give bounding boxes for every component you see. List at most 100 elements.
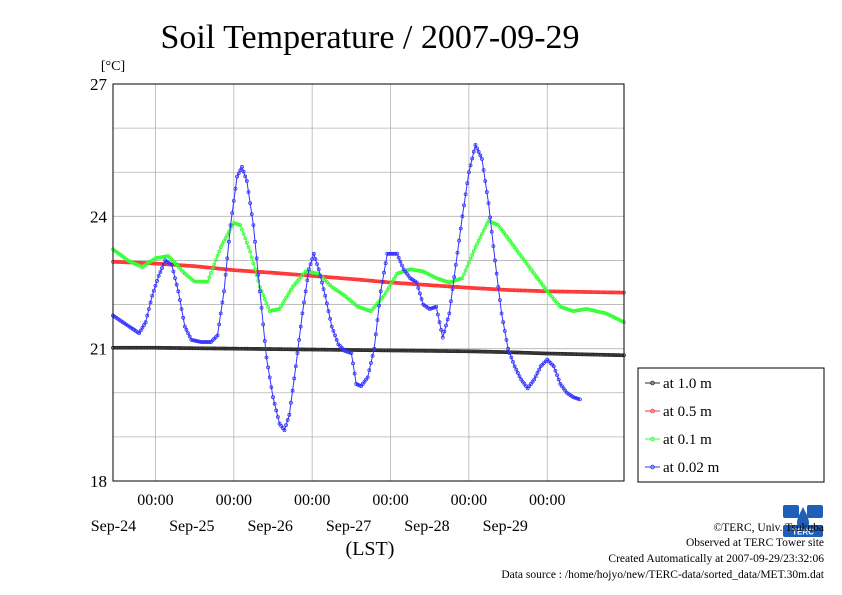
series-point xyxy=(385,288,390,293)
series-point xyxy=(249,212,254,217)
series-point xyxy=(236,171,241,176)
series-point xyxy=(244,179,249,183)
series-point xyxy=(455,250,460,255)
legend-swatch-marker xyxy=(650,380,655,386)
series-point xyxy=(331,329,336,333)
series-point xyxy=(161,262,166,267)
series-point xyxy=(471,249,476,253)
series-point xyxy=(158,270,163,274)
series-point xyxy=(217,322,222,327)
series-point xyxy=(442,329,447,334)
series-point xyxy=(171,269,176,274)
series-point xyxy=(475,146,479,151)
legend-label: at 0.1 m xyxy=(663,432,712,448)
series-point xyxy=(218,311,223,316)
series-point xyxy=(179,307,184,311)
series-point xyxy=(266,305,270,310)
series-point xyxy=(434,304,439,309)
series-point xyxy=(254,256,259,261)
series-point xyxy=(264,355,269,360)
series-point xyxy=(452,275,457,279)
series-point xyxy=(378,289,383,294)
series-line xyxy=(112,143,581,432)
series-point xyxy=(238,168,243,173)
logo-top-left xyxy=(783,505,799,518)
series-point xyxy=(393,251,398,256)
x-time-label: 00:00 xyxy=(451,492,487,509)
series-point xyxy=(227,239,231,244)
series-point xyxy=(253,267,257,272)
series-point xyxy=(209,271,213,275)
series-point xyxy=(228,223,233,228)
series-point xyxy=(262,297,267,301)
chart-title: Soil Temperature / 2007-09-29 xyxy=(160,19,579,56)
series-point xyxy=(287,290,292,295)
series-point xyxy=(316,267,321,272)
series-point xyxy=(323,293,328,298)
series-point xyxy=(194,339,199,343)
series-point xyxy=(213,258,218,263)
series-point xyxy=(373,332,378,337)
series-point xyxy=(305,278,310,283)
series-point xyxy=(261,293,266,297)
series-point xyxy=(246,245,251,250)
series-point xyxy=(511,359,515,364)
legend-label: at 0.02 m xyxy=(663,460,720,476)
series-point xyxy=(285,293,290,298)
series-point xyxy=(143,320,148,325)
series-point xyxy=(435,312,440,317)
series-point xyxy=(468,256,473,261)
series-point xyxy=(383,261,388,266)
series-point xyxy=(447,311,452,316)
series-point xyxy=(178,298,182,303)
series-point xyxy=(292,376,297,381)
series-point xyxy=(419,269,424,274)
series-point xyxy=(458,226,463,231)
series-point xyxy=(147,307,151,311)
series-point xyxy=(251,261,256,266)
series-point xyxy=(284,423,288,428)
series-point xyxy=(238,223,243,228)
series-point xyxy=(142,323,146,327)
series-point xyxy=(388,282,393,287)
series-point xyxy=(140,325,145,330)
series-point xyxy=(138,328,143,333)
series-point xyxy=(160,266,164,271)
series-point xyxy=(352,371,357,376)
series-point xyxy=(220,300,225,305)
series-point xyxy=(372,346,377,351)
series-point xyxy=(153,283,158,288)
series-point xyxy=(537,367,542,372)
series-point xyxy=(230,211,235,215)
series-point xyxy=(498,298,502,303)
legend-label: at 1.0 m xyxy=(663,376,712,392)
series-point xyxy=(463,268,468,273)
y-tick-label: 18 xyxy=(90,472,107,491)
series-point xyxy=(240,227,244,232)
series-point xyxy=(225,256,230,261)
series-point xyxy=(233,186,238,191)
series-point xyxy=(377,303,382,308)
series-point xyxy=(251,223,256,228)
series-point xyxy=(396,255,401,260)
legend-swatch-marker xyxy=(650,408,655,414)
series-point xyxy=(484,190,489,194)
series-point xyxy=(476,150,481,154)
series-point xyxy=(329,324,334,329)
series-point xyxy=(395,251,399,256)
series-point xyxy=(473,142,478,147)
series-point xyxy=(333,333,337,338)
series-point xyxy=(192,338,197,343)
series-point xyxy=(262,339,267,343)
series-point xyxy=(467,260,471,265)
legend-swatch-marker xyxy=(650,464,655,470)
series-point xyxy=(261,322,266,327)
series-point xyxy=(173,276,177,280)
series-point xyxy=(470,156,475,161)
series-point xyxy=(176,289,181,294)
series-point xyxy=(282,298,287,303)
series-point xyxy=(227,230,231,234)
x-date-label: Sep-26 xyxy=(248,518,293,535)
series-point xyxy=(181,315,186,320)
series-point xyxy=(328,316,333,321)
